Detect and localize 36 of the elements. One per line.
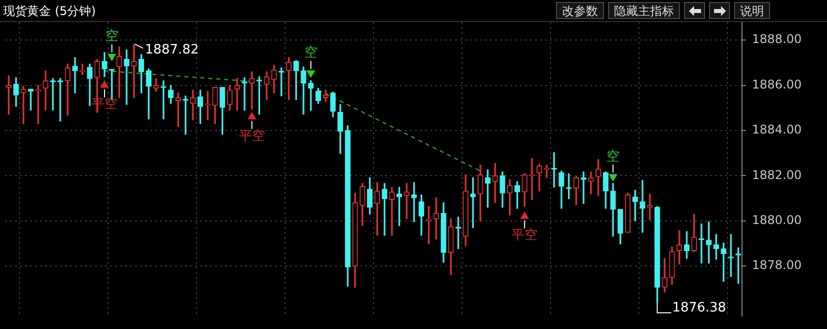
- text: 说明: [734, 2, 770, 19]
- y-tick-label: 1880.00: [752, 213, 802, 228]
- chart-title: 现货黄金 (5分钟): [3, 3, 96, 20]
- annotation: 1887.82: [144, 42, 199, 58]
- y-tick-label: 1882.00: [752, 168, 802, 182]
- y-tick-label: 1884.00: [752, 122, 802, 137]
- candlestick: [72, 57, 78, 94]
- candlestick: [389, 186, 395, 236]
- series-label: 空: [304, 46, 318, 61]
- candlestick: [131, 44, 137, 98]
- text: 空: [105, 29, 118, 44]
- point: [108, 54, 116, 61]
- series-label: 平空: [238, 128, 265, 144]
- candlestick: [42, 70, 48, 110]
- candlestick: [20, 86, 26, 124]
- candlestick: [728, 234, 734, 278]
- candlestick: [640, 180, 646, 233]
- candlestick: [160, 80, 166, 120]
- candlestick: [242, 77, 248, 110]
- text: 改参数: [556, 2, 604, 19]
- point: [248, 112, 256, 120]
- candlestick: [720, 242, 726, 282]
- text: 空: [606, 149, 620, 164]
- candlestick: [190, 90, 196, 120]
- y-tick-label: 1888.00: [752, 32, 802, 46]
- text: 平空: [512, 228, 538, 244]
- point: [306, 70, 315, 78]
- y-tick-label: 1878.00: [752, 258, 802, 272]
- point: [100, 80, 108, 88]
- candlestick: [470, 177, 476, 228]
- annotation: 1876.38: [672, 300, 726, 316]
- text: 隐藏主指标: [608, 2, 680, 19]
- candlestick: [382, 183, 388, 236]
- point: [520, 212, 529, 219]
- y-tick-label: 1886.00: [752, 77, 802, 92]
- candlestick: [411, 182, 417, 222]
